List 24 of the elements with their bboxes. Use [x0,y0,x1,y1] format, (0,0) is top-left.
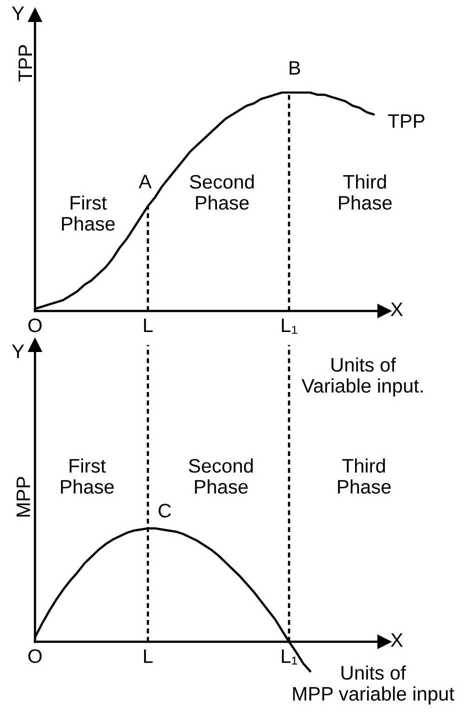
x-tick-label: L₁ [282,649,298,664]
annotation: Second Phase [190,174,254,210]
text: Second Phase [188,458,253,494]
x-tick-label: L₁ [282,318,298,334]
y-axis-title: TPP [18,45,32,82]
text: Y [12,344,24,358]
x-tick-label: O [28,318,42,332]
annotation: B [290,61,300,75]
x-tick-label: L [144,318,153,332]
annotation: Third Phase [339,174,392,210]
x-axis-title: X [390,633,403,647]
annotation: A [138,174,152,188]
text: First Phase [61,458,114,494]
x-axis-title: X [390,302,403,316]
text: Units of Variable input. [302,357,423,397]
y-axis-title: MPP [16,476,30,516]
annotation: First Phase [62,195,115,231]
text: Third Phase [338,458,391,494]
text: Y [12,6,24,20]
x-tick-label: L [144,649,153,663]
annotation: C [158,504,171,518]
series-label: TPP [388,114,424,128]
x-tick-label: O [28,649,42,664]
annotation: Units of MPP variable input [293,665,454,705]
